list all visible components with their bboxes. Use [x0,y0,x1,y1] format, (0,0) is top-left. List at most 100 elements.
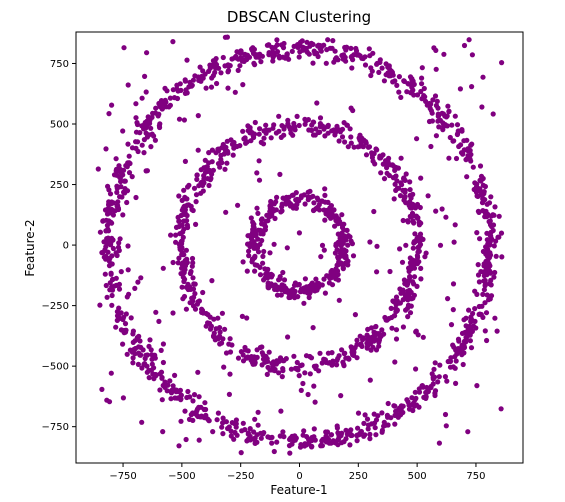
data-point [434,98,440,104]
data-point [335,430,341,436]
data-point [482,300,488,306]
data-point [334,362,340,368]
data-point [260,260,266,266]
data-point [480,248,486,255]
data-point [319,242,326,248]
data-point [367,431,373,437]
data-point [355,410,362,416]
data-point [316,202,322,208]
data-point [118,184,124,190]
data-point [256,158,262,164]
data-point [254,354,260,360]
data-point [255,422,261,428]
data-point [465,429,471,435]
data-point [393,327,400,333]
data-point [250,226,256,233]
data-point [459,330,466,336]
data-point [272,215,278,222]
data-point [136,333,142,339]
data-point [149,114,155,120]
data-point [421,85,427,92]
data-point [139,365,145,371]
x-tick-label: 250 [349,471,368,482]
data-point [143,130,149,136]
data-point [265,266,271,272]
data-point [125,82,131,88]
data-point [468,314,474,320]
data-point [351,52,357,58]
data-point [129,174,135,180]
data-point [391,313,397,319]
data-point [433,208,439,214]
data-point [309,443,315,449]
data-point [310,119,316,125]
data-point [106,258,112,264]
data-point [472,288,478,294]
data-point [218,70,224,76]
data-point [226,63,232,69]
data-point [305,441,311,447]
data-point [403,292,409,298]
data-point [246,54,253,60]
data-point [379,410,385,416]
data-point [410,261,416,267]
data-point [492,204,498,210]
data-point [126,153,132,159]
data-point [334,247,340,253]
data-point [414,261,420,267]
data-point [197,64,203,70]
x-tick-label: −250 [227,471,254,482]
data-point [407,187,413,193]
data-point [192,306,199,312]
data-point [272,282,278,288]
data-point [278,134,284,140]
data-point [135,139,141,145]
data-point [344,431,350,437]
data-point [437,362,443,368]
data-point [322,290,328,296]
data-point [220,54,226,61]
data-point [293,190,299,196]
data-point [459,128,465,134]
data-point [412,389,418,395]
data-point [229,342,235,348]
data-point [199,73,205,80]
data-point [322,133,328,139]
data-point [245,348,251,354]
data-point [280,269,286,276]
data-point [357,143,364,149]
data-point [245,431,251,437]
data-point [153,309,159,315]
data-point [137,130,143,136]
data-point [251,134,257,141]
data-point [132,285,138,291]
data-point [208,175,214,181]
data-point [121,45,127,51]
data-point [348,105,354,111]
data-point [419,81,425,87]
data-point [423,98,429,104]
data-point [397,193,404,199]
data-point [490,111,496,117]
data-point [486,219,492,225]
data-point [152,137,158,143]
data-point [469,52,475,58]
data-point [101,254,107,260]
data-point [415,92,421,98]
data-point [264,270,270,276]
data-point [376,69,382,75]
data-point [380,161,386,167]
data-point [371,151,377,157]
data-point [408,303,414,309]
data-point [176,255,182,261]
data-point [197,414,203,420]
data-point [288,125,294,131]
data-point [228,428,234,434]
data-point [276,53,282,59]
data-point [488,282,494,288]
data-point [191,185,198,191]
data-point [411,274,418,280]
data-point [240,420,246,426]
data-point [474,230,480,236]
